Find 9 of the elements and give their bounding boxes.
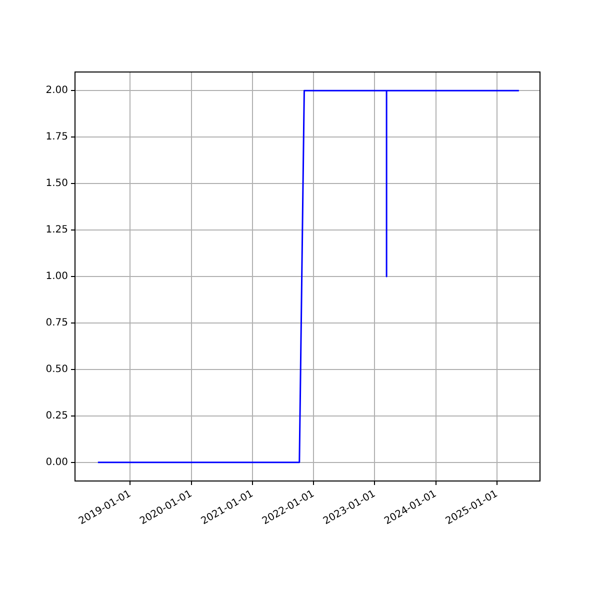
y-tick-label: 0.50 — [46, 364, 68, 376]
y-tick-label: 1.75 — [46, 132, 68, 143]
y-tick-label: 0.00 — [46, 457, 68, 468]
y-tick-label: 0.25 — [46, 410, 68, 422]
y-tick-label: 1.00 — [46, 271, 68, 282]
y-tick-label: 2.00 — [46, 85, 68, 96]
y-tick-label: 1.25 — [46, 224, 68, 236]
y-tick-label: 1.50 — [46, 178, 68, 190]
y-tick-label: 0.75 — [46, 318, 68, 329]
